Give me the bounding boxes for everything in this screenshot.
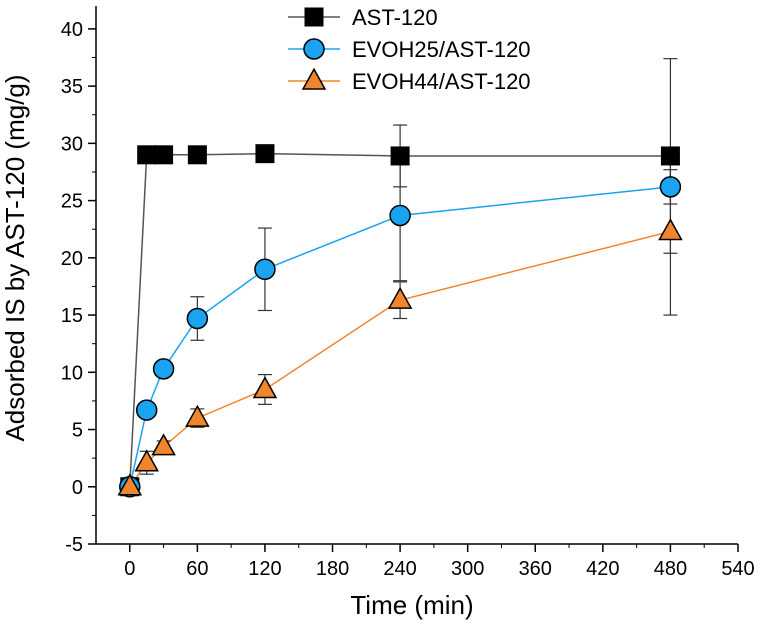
x-tick-label: 180 xyxy=(316,558,349,580)
y-tick-label: 20 xyxy=(61,248,83,270)
x-tick-label: 360 xyxy=(519,558,552,580)
data-point xyxy=(658,218,683,241)
legend-label: AST-120 xyxy=(352,5,438,30)
y-axis-title: Adsorbed IS by AST-120 (mg/g) xyxy=(0,74,30,441)
y-tick-label: -5 xyxy=(65,534,83,556)
data-point xyxy=(134,449,159,472)
y-tick-label: 25 xyxy=(61,191,83,213)
x-tick-label: 480 xyxy=(654,558,687,580)
y-tick-label: 10 xyxy=(61,362,83,384)
data-point xyxy=(252,376,278,399)
data-point xyxy=(151,433,176,456)
y-tick-label: 40 xyxy=(61,19,83,41)
data-point xyxy=(187,145,207,165)
data-point xyxy=(137,145,157,165)
legend-marker xyxy=(303,38,325,60)
legend-marker xyxy=(304,7,324,27)
axis-ticks: 0 60 120 180 240 300 360 420 480 540 -5 0 5 10 15 20 25 3… xyxy=(61,19,755,580)
legend-marker xyxy=(301,67,327,90)
data-point xyxy=(387,286,413,309)
legend: AST-120 EVOH25/AST-120 EVOH44/AST-120 xyxy=(288,5,531,94)
legend-label: EVOH44/AST-120 xyxy=(352,69,531,94)
y-tick-label: 30 xyxy=(61,133,83,155)
x-tick-label: 0 xyxy=(124,558,135,580)
data-point xyxy=(255,144,275,164)
data-point xyxy=(154,145,174,165)
data-markers xyxy=(117,144,683,498)
y-tick-label: 5 xyxy=(72,420,83,442)
data-point xyxy=(389,204,411,227)
data-point xyxy=(254,258,276,281)
data-point xyxy=(117,473,143,496)
x-tick-label: 60 xyxy=(186,558,208,580)
x-tick-label: 540 xyxy=(721,558,754,580)
x-tick-label: 420 xyxy=(586,558,619,580)
x-tick-label: 300 xyxy=(451,558,484,580)
data-point xyxy=(390,146,410,166)
data-point xyxy=(660,146,680,166)
x-tick-label: 240 xyxy=(383,558,416,580)
y-tick-label: 35 xyxy=(61,76,83,98)
y-tick-label: 15 xyxy=(61,305,83,327)
data-point xyxy=(152,358,175,380)
x-tick-label: 120 xyxy=(248,558,281,580)
x-axis-title: Time (min) xyxy=(350,590,473,620)
data-point xyxy=(135,399,158,421)
legend-label: EVOH25/AST-120 xyxy=(352,37,531,62)
plot-frame xyxy=(95,6,738,545)
data-point xyxy=(185,404,210,427)
y-tick-label: 0 xyxy=(72,477,83,499)
data-point xyxy=(186,307,209,330)
data-point xyxy=(659,176,682,198)
